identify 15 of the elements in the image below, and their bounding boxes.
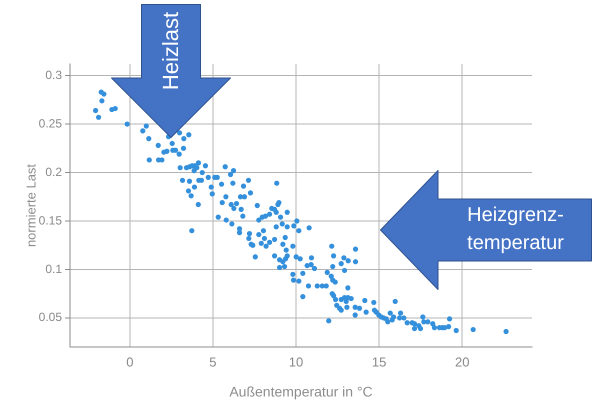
annotation: Heizlast [158, 12, 184, 90]
y-tick-label: 0.25 [38, 116, 62, 130]
y-tick-label: 0.3 [45, 68, 62, 82]
y-tick-label: 0.05 [38, 310, 62, 324]
x-tick-label: 5 [209, 354, 217, 370]
annotation: Heizgrenz-temperatur [466, 203, 565, 256]
y-tick-label: 0.1 [45, 262, 62, 276]
y-tick-label: 0.15 [38, 213, 62, 228]
y-tick-label: 0.2 [45, 164, 62, 179]
x-tick-label: 20 [454, 354, 470, 370]
y-axis-title: normierte Last [23, 164, 38, 248]
x-axis-title: Außentemperatur in °C [229, 383, 373, 400]
x-tick-label: 10 [288, 354, 304, 370]
x-tick-label: 15 [372, 354, 386, 370]
x-tick-label: 0 [126, 354, 134, 370]
